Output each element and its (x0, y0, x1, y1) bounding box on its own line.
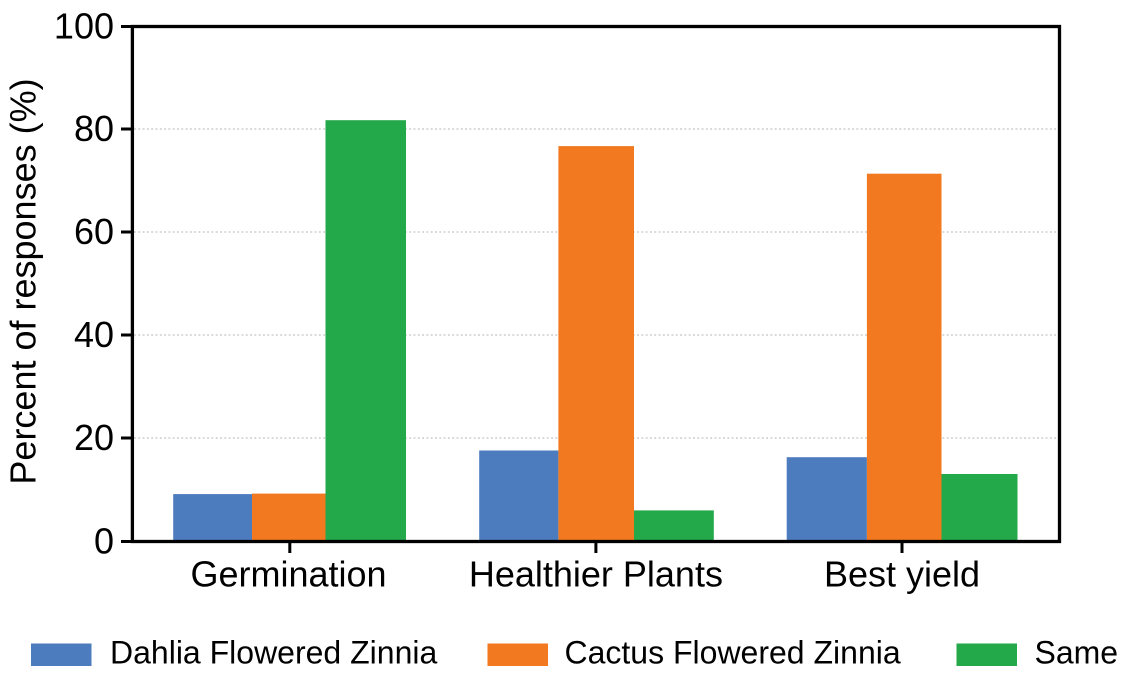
svg-text:40: 40 (74, 314, 114, 355)
svg-text:Best yield: Best yield (824, 553, 980, 594)
svg-text:Healthier Plants: Healthier Plants (469, 553, 723, 594)
svg-text:Dahlia Flowered Zinnia: Dahlia Flowered Zinnia (110, 635, 437, 671)
svg-text:80: 80 (74, 108, 114, 149)
svg-text:0: 0 (94, 521, 114, 562)
svg-text:100: 100 (54, 6, 114, 47)
svg-text:Percent of responses (%): Percent of responses (%) (3, 78, 44, 484)
svg-text:60: 60 (74, 211, 114, 252)
svg-text:Cactus Flowered Zinnia: Cactus Flowered Zinnia (565, 635, 901, 671)
svg-text:Germination: Germination (190, 553, 386, 594)
svg-text:20: 20 (74, 417, 114, 458)
svg-text:Same: Same (1035, 635, 1119, 671)
